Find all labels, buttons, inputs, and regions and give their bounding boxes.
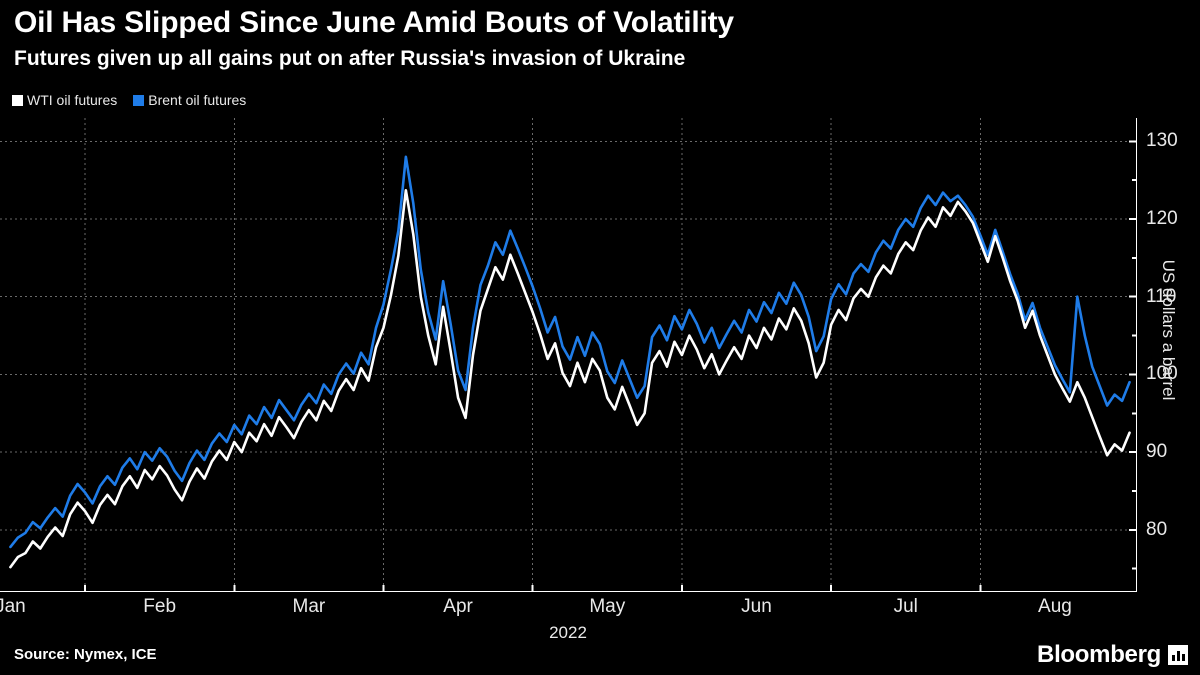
y-tick-label: 90	[1146, 441, 1168, 463]
x-tick-label: Mar	[292, 596, 326, 617]
y-tick-label: 130	[1146, 130, 1178, 152]
chart-legend: WTI oil futures Brent oil futures	[12, 90, 246, 110]
bar-chart-icon	[1168, 645, 1188, 665]
page-subtitle: Futures given up all gains put on after …	[14, 47, 686, 70]
x-tick-label: Apr	[443, 596, 473, 617]
legend-swatch-wti	[12, 94, 23, 106]
legend-label-brent: Brent oil futures	[148, 92, 247, 108]
legend-label-wti: WTI oil futures	[27, 92, 118, 108]
x-tick-label: May	[589, 596, 626, 617]
legend-swatch-brent	[133, 94, 145, 106]
page-title: Oil Has Slipped Since June Amid Bouts of…	[14, 6, 734, 39]
y-axis-title: US dollars a barrel	[1159, 259, 1178, 401]
x-tick-label: Jul	[893, 596, 918, 617]
x-axis-tick-labels: Jan Feb Mar Apr May Jun Jul Aug	[0, 596, 1137, 624]
y-tick-label: 110	[1146, 285, 1177, 307]
brand-name: Bloomberg	[1037, 641, 1161, 668]
plot-area	[0, 118, 1137, 592]
x-axis-title: 2022	[549, 623, 587, 642]
bloomberg-brand: Bloomberg	[1037, 641, 1188, 669]
legend-item-wti[interactable]: WTI oil futures	[12, 92, 117, 108]
source-note: Source: Nymex, ICE	[14, 646, 157, 663]
y-tick-label: 120	[1146, 208, 1178, 230]
y-tick-label: 80	[1146, 518, 1168, 540]
x-tick-label: Jun	[741, 596, 772, 617]
x-tick-label: Feb	[143, 596, 177, 617]
y-tick-label: 100	[1146, 363, 1178, 385]
x-tick-label: Aug	[1038, 596, 1072, 617]
legend-item-brent[interactable]: Brent oil futures	[133, 92, 246, 108]
x-tick-label: Jan	[0, 596, 26, 617]
y-axis-tick-labels: 80 90 100 110 120 130	[1146, 118, 1192, 592]
plot-svg	[0, 118, 1137, 592]
